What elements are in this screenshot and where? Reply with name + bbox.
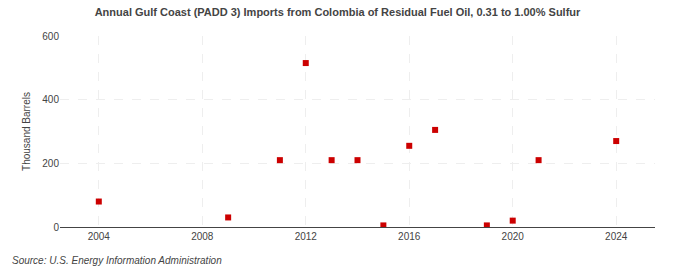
svg-text:0: 0 [53,222,59,233]
svg-text:Thousand Barrels: Thousand Barrels [21,92,32,171]
svg-text:200: 200 [42,158,59,169]
svg-text:2020: 2020 [502,231,525,242]
svg-text:2012: 2012 [295,231,318,242]
svg-text:2024: 2024 [605,231,628,242]
svg-text:600: 600 [42,31,59,42]
svg-text:2004: 2004 [88,231,111,242]
svg-text:Source: U.S. Energy Informatio: Source: U.S. Energy Information Administ… [12,255,222,266]
svg-text:Annual Gulf Coast (PADD 3) Imp: Annual Gulf Coast (PADD 3) Imports from … [95,6,581,18]
svg-text:2016: 2016 [398,231,421,242]
svg-text:400: 400 [42,94,59,105]
svg-text:2008: 2008 [191,231,214,242]
